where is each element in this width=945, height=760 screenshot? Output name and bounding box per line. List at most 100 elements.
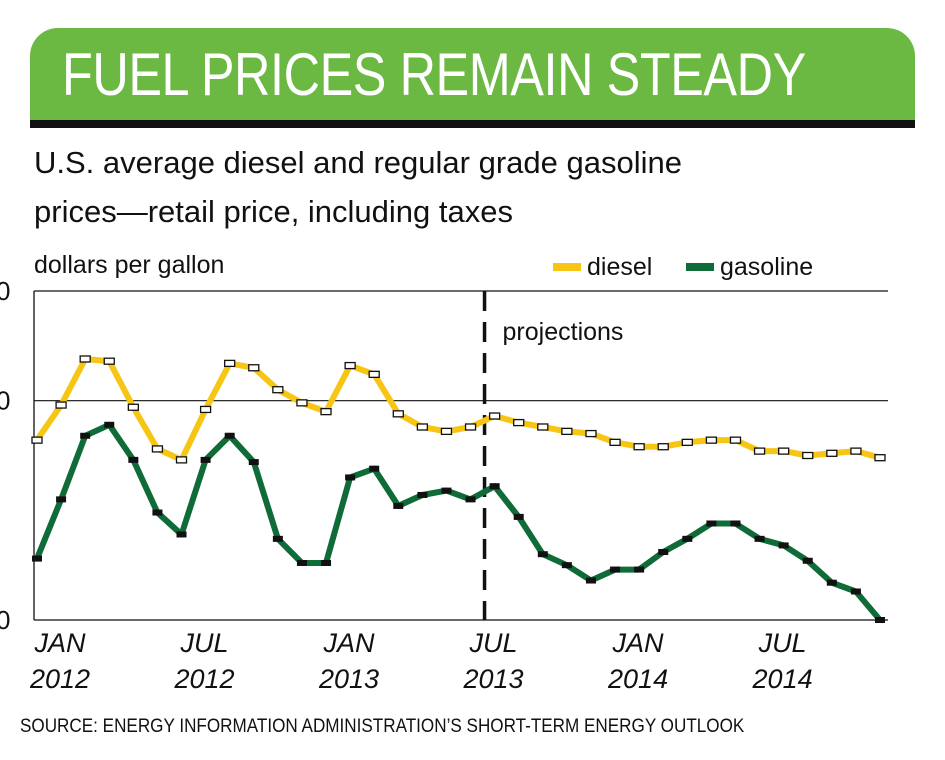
data-point-gasoline: [682, 535, 693, 542]
data-point-diesel: [537, 423, 549, 431]
chart-subtitle-line-1: U.S. average diesel and regular grade ga…: [34, 145, 682, 180]
data-point-diesel: [416, 423, 429, 431]
data-point-gasoline: [200, 456, 211, 463]
x-tick-month-label: JUL: [469, 628, 518, 658]
data-point-gasoline: [730, 520, 741, 527]
data-point-gasoline: [585, 577, 596, 584]
data-point-gasoline: [778, 542, 789, 549]
data-point-diesel: [344, 361, 356, 370]
data-point-diesel: [874, 454, 886, 462]
data-point-gasoline: [369, 465, 380, 472]
legend-label-gasoline: gasoline: [720, 252, 814, 281]
data-point-gasoline: [754, 535, 765, 542]
data-point-gasoline: [417, 491, 428, 498]
x-tick-month-label: JAN: [612, 628, 665, 658]
chart-subtitle-line-2: prices—retail price, including taxes: [34, 194, 513, 229]
data-point-gasoline: [128, 456, 139, 463]
title-banner: [30, 28, 915, 120]
data-point-gasoline: [826, 579, 837, 586]
y-tick-label: 0: [0, 386, 10, 416]
data-point-gasoline: [104, 421, 115, 428]
y-axis-unit-label: dollars per gallon: [34, 251, 225, 279]
data-point-gasoline: [658, 549, 669, 556]
data-point-diesel: [175, 456, 188, 464]
data-point-gasoline: [513, 513, 524, 520]
series-markers: [31, 355, 886, 623]
axis-ticks: 0 0 0 JAN 2012 JUL 2012 JAN 2013 JUL 2013 JAN 2014 JU…: [0, 280, 813, 694]
data-point-diesel: [103, 357, 115, 365]
legend-swatch-diesel: [553, 263, 581, 271]
data-point-diesel: [609, 438, 621, 446]
plot-area: [33, 290, 888, 621]
data-point-diesel: [55, 401, 67, 409]
projection-annotation: projections: [503, 318, 624, 346]
data-point-diesel: [127, 403, 139, 411]
x-tick-month-label: JUL: [180, 628, 229, 658]
series-line-diesel: [34, 356, 883, 463]
data-point-gasoline: [537, 551, 548, 558]
data-point-diesel: [826, 449, 838, 457]
data-point-diesel: [561, 427, 573, 436]
x-tick-year-label: 2013: [463, 664, 524, 694]
data-point-diesel: [488, 412, 501, 420]
data-point-diesel: [296, 399, 308, 407]
data-point-gasoline: [875, 617, 885, 623]
data-point-diesel: [729, 436, 742, 444]
data-point-diesel: [320, 407, 332, 416]
data-point-gasoline: [152, 509, 163, 516]
data-point-diesel: [79, 355, 91, 363]
data-point-diesel: [199, 405, 212, 414]
data-point-gasoline: [489, 483, 500, 490]
data-point-diesel: [585, 429, 597, 438]
y-tick-label: 0: [0, 280, 10, 306]
x-tick-year-label: 2013: [318, 664, 379, 694]
data-point-gasoline: [224, 432, 235, 439]
source-note: SOURCE: ENERGY INFORMATION ADMINISTRATIO…: [20, 716, 745, 737]
legend-item-gasoline: gasoline: [686, 252, 813, 282]
x-tick-year-label: 2012: [173, 664, 234, 694]
data-point-diesel: [440, 427, 453, 436]
data-point-gasoline: [321, 559, 332, 566]
data-point-gasoline: [272, 535, 283, 542]
title-banner-rule: [30, 120, 915, 128]
data-point-gasoline: [441, 487, 452, 494]
data-point-diesel: [31, 436, 43, 444]
legend-swatch-gasoline: [686, 263, 714, 271]
y-tick-label: 0: [0, 605, 10, 635]
data-point-diesel: [392, 410, 404, 418]
data-point-diesel: [513, 418, 525, 427]
data-point-diesel: [778, 447, 790, 455]
data-point-diesel: [802, 451, 814, 460]
data-point-gasoline: [465, 496, 476, 503]
legend-label-diesel: diesel: [587, 252, 653, 281]
data-point-gasoline: [393, 502, 404, 509]
x-tick-month-label: JUL: [758, 628, 807, 658]
price-line-chart: projections 0 0 0 JAN 2012 JUL 2012 JAN 2013 JUL 2…: [0, 280, 888, 694]
data-point-diesel: [224, 359, 236, 368]
x-tick-month-label: JAN: [33, 628, 86, 658]
series-lines: [34, 356, 883, 623]
data-point-gasoline: [561, 562, 572, 569]
data-point-gasoline: [610, 566, 621, 573]
data-point-gasoline: [850, 588, 861, 595]
x-tick-year-label: 2014: [607, 664, 668, 694]
chart-title: FUEL PRICES REMAIN STEADY: [62, 41, 806, 108]
x-tick-month-label: JAN: [323, 628, 376, 658]
data-point-diesel: [850, 447, 862, 455]
data-point-diesel: [151, 445, 164, 453]
data-point-gasoline: [248, 459, 259, 466]
legend-item-diesel: diesel: [553, 252, 652, 282]
projection-marker: projections: [482, 291, 624, 620]
data-point-gasoline: [634, 566, 645, 573]
x-tick-year-label: 2012: [29, 664, 90, 694]
data-point-gasoline: [296, 559, 307, 566]
data-point-gasoline: [56, 496, 67, 503]
data-point-diesel: [681, 438, 693, 446]
data-point-diesel: [657, 443, 669, 451]
data-point-diesel: [633, 443, 645, 451]
data-point-diesel: [705, 436, 718, 444]
data-point-gasoline: [80, 432, 91, 439]
data-point-diesel: [753, 447, 766, 455]
data-point-diesel: [368, 370, 380, 378]
data-point-diesel: [272, 386, 284, 394]
